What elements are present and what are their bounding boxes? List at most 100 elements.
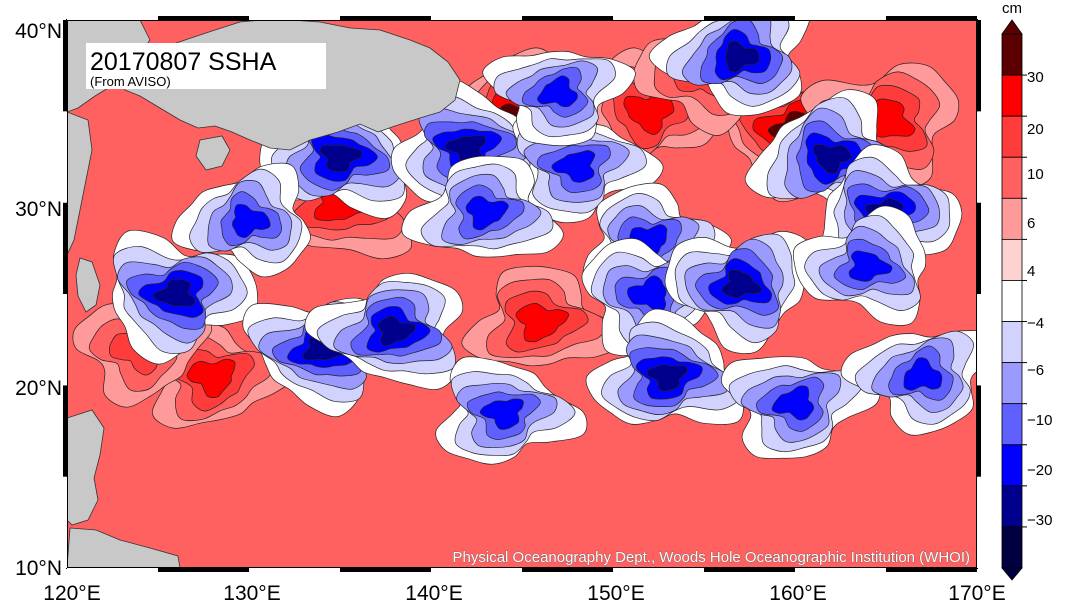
negative-anomaly-eddy [112, 229, 258, 365]
frame-tick-segment [704, 16, 795, 20]
frame-tick-segment [63, 294, 67, 386]
frame-tick-segment [886, 568, 977, 572]
colorbar-segment [1001, 403, 1023, 446]
colorbar-segment [1001, 362, 1023, 405]
frame-tick-segment [977, 20, 981, 112]
colorbar-label-neg4: −4 [1027, 315, 1044, 332]
anomaly-contour [537, 75, 578, 108]
frame-tick-segment [158, 16, 249, 20]
lat-label-20n: 20°N [15, 377, 62, 400]
lon-label-160e: 160°E [769, 582, 826, 605]
frame-tick-segment [63, 202, 67, 294]
frame-tick-segment [977, 294, 981, 386]
frame-tick-segment [67, 16, 158, 20]
frame-tick-segment [613, 568, 704, 572]
anomaly-contour [724, 40, 760, 73]
lon-label-140e: 140°E [405, 582, 462, 605]
negative-anomaly-eddy [401, 155, 564, 258]
colorbar-segment [1001, 74, 1023, 117]
frame-tick-segment [63, 385, 67, 477]
frame-tick-segment [249, 568, 340, 572]
anomaly-contour [465, 196, 509, 231]
frame-tick-segment [63, 476, 67, 568]
frame-tick-segment [249, 16, 340, 20]
colorbar-segment [1001, 197, 1023, 240]
frame-tick-segment [977, 385, 981, 477]
map-title: 20170807 SSHA [90, 48, 277, 76]
negative-anomaly-eddy [585, 308, 744, 425]
anomaly-contour [377, 315, 416, 346]
map-source: (From AVISO) [90, 74, 171, 89]
anomaly-contour [186, 358, 236, 398]
colorbar-segment [1001, 115, 1023, 158]
colorbar-segment [1001, 280, 1023, 322]
frame-tick-segment [704, 568, 795, 572]
negative-anomaly-eddy [648, 20, 810, 117]
negative-anomaly-eddy [304, 272, 464, 390]
frame-tick-segment [522, 568, 613, 572]
colorbar-min-arrow [1001, 567, 1023, 581]
lat-label-40n: 40°N [15, 20, 62, 43]
frame-tick-segment [431, 568, 522, 572]
map-credit: Physical Oceanography Dept., Woods Hole … [453, 549, 970, 566]
frame-tick-segment [886, 16, 977, 20]
colorbar-segments [1001, 19, 1027, 581]
anomaly-contour [771, 385, 814, 421]
luzon-island [67, 409, 105, 526]
china-coast [67, 111, 93, 256]
negative-anomaly-eddy [435, 356, 588, 465]
negative-anomaly-eddy [171, 162, 311, 278]
frame-tick-segment [340, 568, 431, 572]
colorbar-segment [1001, 444, 1023, 487]
positive-anomaly-eddy [461, 265, 622, 367]
colorbar-label-neg20: −20 [1027, 462, 1052, 479]
negative-anomaly-eddy [664, 231, 811, 354]
anomaly-contour [232, 204, 271, 238]
colorbar-segment [1001, 33, 1023, 76]
frame-tick-segment [522, 16, 613, 20]
anomaly-contour [848, 250, 893, 282]
anomaly-contour [903, 357, 943, 391]
colorbar-segment [1001, 156, 1023, 199]
lon-label-150e: 150°E [587, 582, 644, 605]
frame-tick-segment [977, 476, 981, 568]
map-plot-area [67, 20, 977, 568]
colorbar-label-10: 10 [1027, 166, 1044, 183]
anomaly-contour [153, 278, 196, 307]
colorbar-label-neg6: −6 [1027, 362, 1044, 379]
philippines-south [67, 527, 181, 568]
longitude-axis-labels: 120°E 130°E 140°E 150°E 160°E 170°E [43, 582, 1005, 605]
anomaly-contour [812, 144, 852, 175]
title-box: 20170807 SSHA (From AVISO) [86, 43, 326, 89]
frame-tick-segment [67, 568, 158, 572]
colorbar: cm 30 20 10 6 4 −4 −6 −10 −20 −30 [1001, 0, 1052, 581]
colorbar-label-20: 20 [1027, 121, 1044, 138]
anomaly-contour [646, 364, 688, 392]
title-background [86, 43, 326, 89]
frame-tick-segment [431, 16, 522, 20]
colorbar-segment [1001, 526, 1023, 569]
frame-tick-segment [977, 202, 981, 294]
colorbar-segment [1001, 321, 1023, 364]
frame-tick-segment [158, 568, 249, 572]
taiwan-island [75, 257, 101, 313]
lat-label-30n: 30°N [15, 198, 62, 221]
colorbar-label-30: 30 [1027, 69, 1044, 86]
anomaly-contour [319, 144, 363, 173]
frame-tick-segment [63, 111, 67, 203]
colorbar-label-neg10: −10 [1027, 412, 1052, 429]
anomaly-contour [479, 398, 524, 430]
anomaly-contour [721, 269, 763, 299]
colorbar-segment [1001, 238, 1023, 281]
colorbar-label-neg30: −30 [1027, 512, 1052, 529]
colorbar-segment [1001, 485, 1023, 528]
lat-label-10n: 10°N [15, 557, 62, 580]
ssha-anomaly-field [72, 20, 977, 465]
latitude-axis-labels: 40°N 30°N 20°N 10°N [15, 20, 62, 580]
lon-label-120e: 120°E [43, 582, 100, 605]
frame-tick-segment [613, 16, 704, 20]
negative-anomaly-eddy [721, 356, 881, 459]
lon-label-170e: 170°E [948, 582, 1005, 605]
colorbar-unit: cm [1002, 0, 1022, 17]
anomaly-contour [515, 302, 569, 343]
